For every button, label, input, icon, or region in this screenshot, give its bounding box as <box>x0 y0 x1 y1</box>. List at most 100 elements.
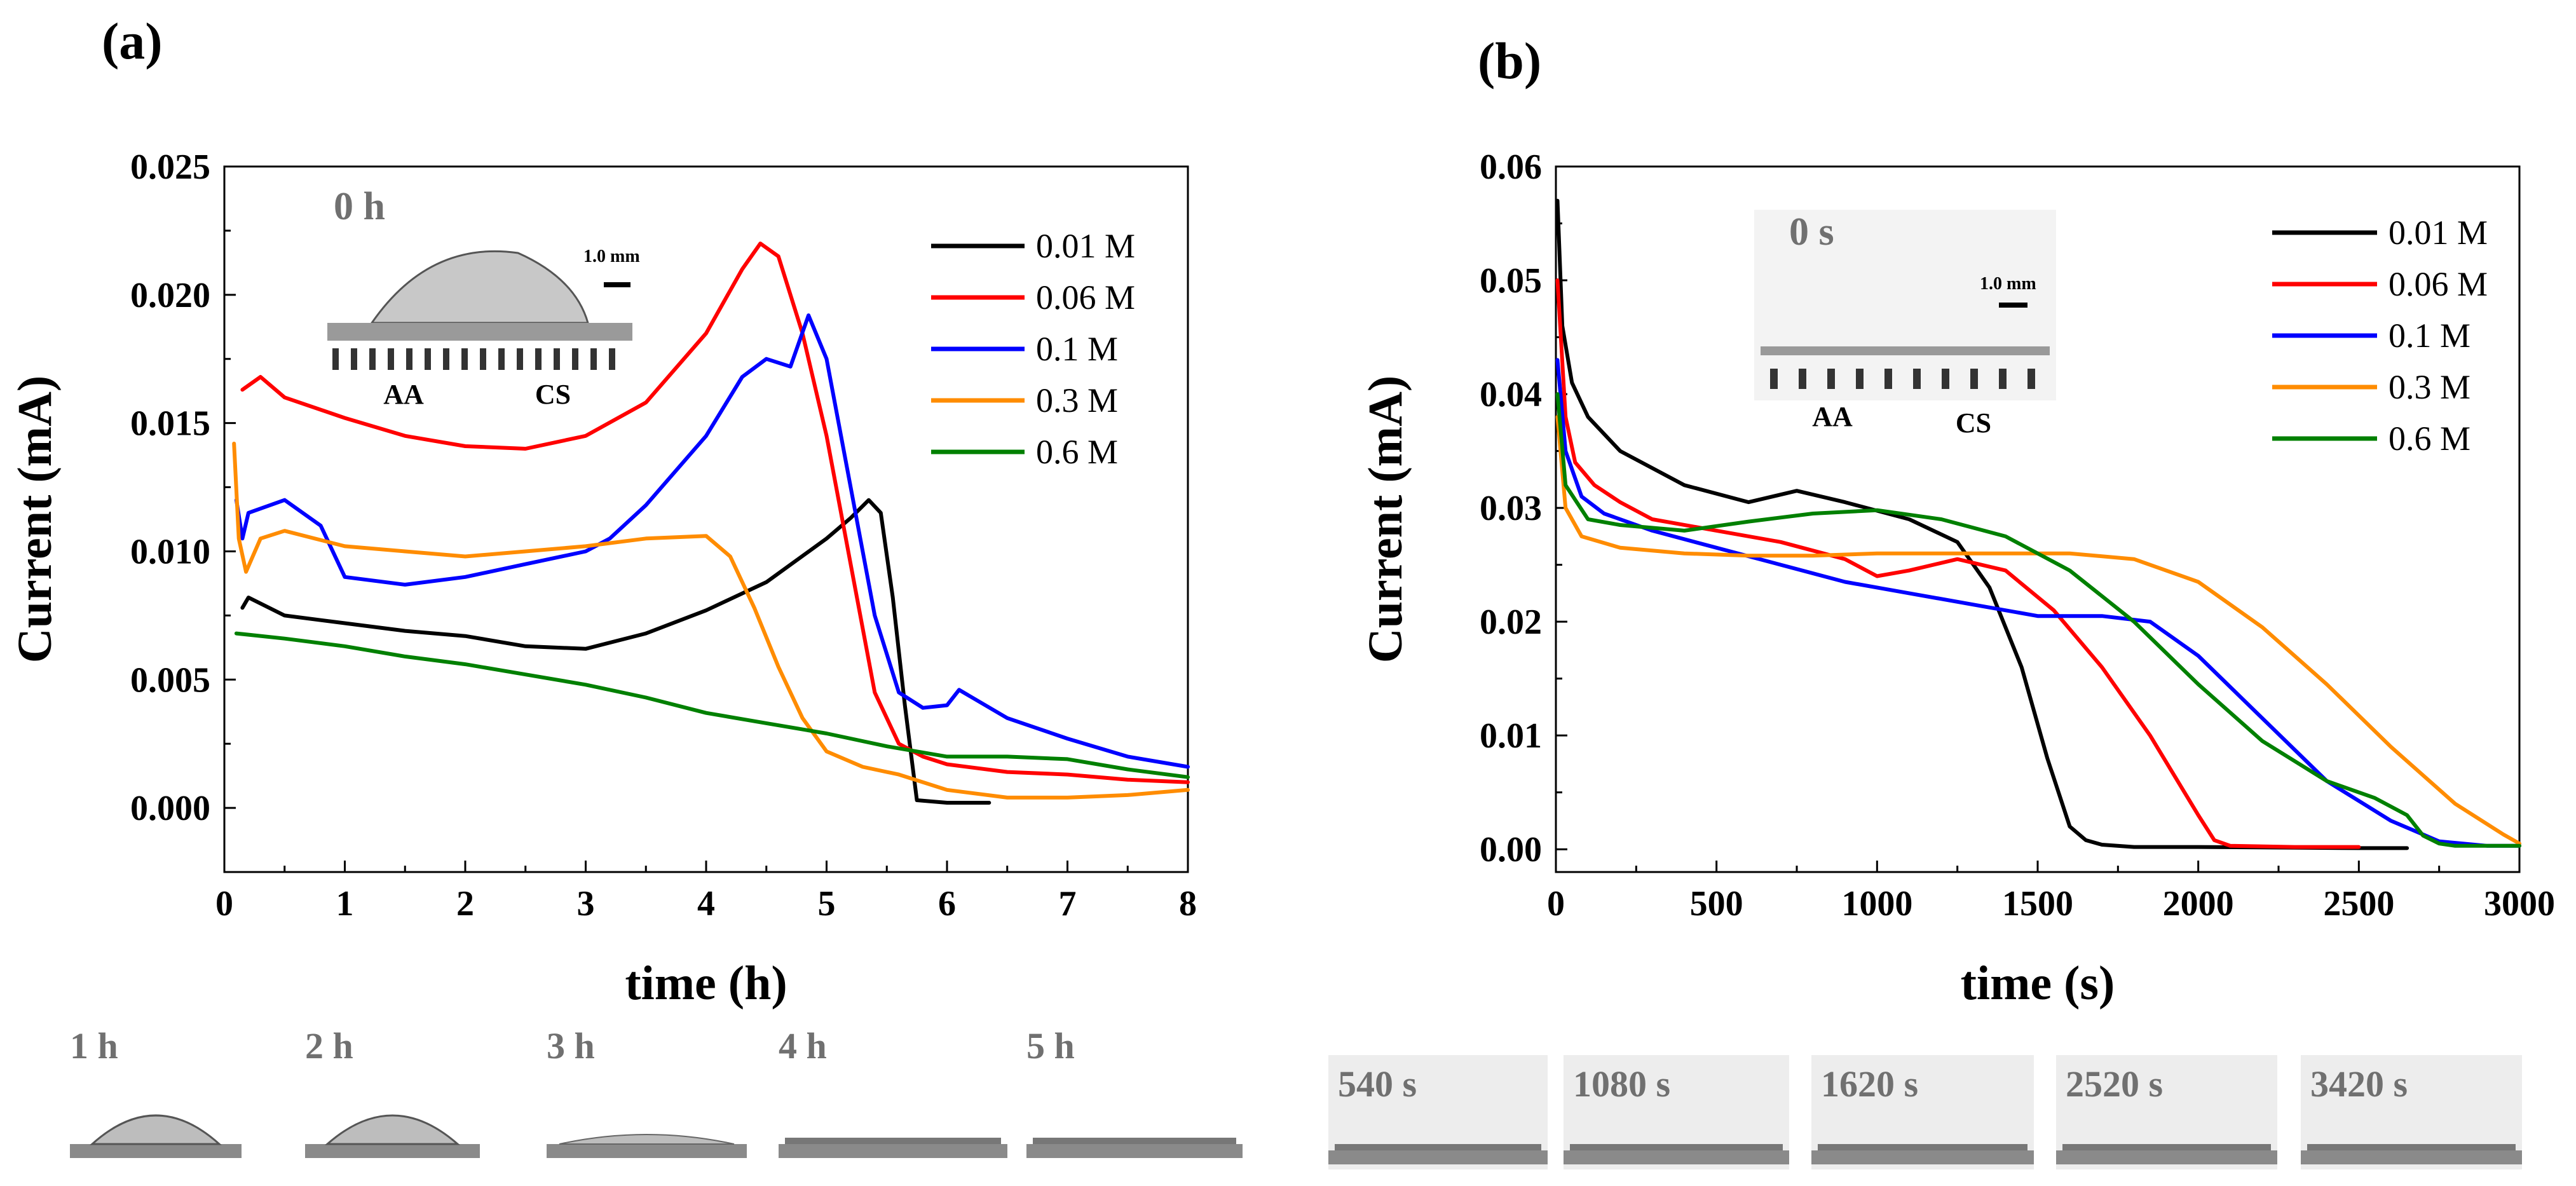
panel-b-x-tick-label: 500 <box>1690 884 1743 924</box>
panel-b-y-tick-label: 0.02 <box>1480 603 1542 642</box>
panel-b-legend: 0.01 M 0.06 M 0.1 M 0.3 M 0.6 M <box>2272 214 2488 458</box>
panel-b-photo-film <box>2062 1144 2271 1150</box>
panel-b-inset-electrode <box>1942 369 1949 389</box>
panel-b-x-axis-label: time (s) <box>1961 957 2115 1010</box>
panel-b-series-line-06 <box>1555 392 2521 848</box>
panel-b-inset-electrode <box>1913 369 1921 389</box>
panel-a-photo-time-label: 2 h <box>305 1025 353 1067</box>
panel-b-inset-label-cs: CS <box>1956 407 1991 439</box>
panel-a-label: (a) <box>102 12 163 70</box>
panel-a-photo-0: 1 h <box>70 1025 242 1163</box>
panel-a-x-tick-label: 2 <box>456 884 474 924</box>
panel-b-photo-time-label: 1080 s <box>1573 1063 1670 1105</box>
panel-b-inset-photo: 0 s 1.0 mm AA CS <box>1754 210 2056 439</box>
panel-a-photo-3: 4 h <box>779 1025 1007 1163</box>
panel-a-chart: (a) 0 1 2 3 4 5 6 7 8 0.000 0.005 0.010 0.015 0.020 0.0… <box>8 12 1243 1163</box>
panel-a-series-line-006 <box>240 242 1190 784</box>
panel-b-series-line-03 <box>1555 414 2521 846</box>
panel-a-x-tick-label: 0 <box>215 884 233 924</box>
panel-a-inset-electrode <box>406 348 412 370</box>
panel-b-y-tick-label: 0.01 <box>1480 716 1542 756</box>
panel-b-legend-label: 0.3 M <box>2389 368 2470 406</box>
panel-a-inset-electrode <box>443 348 449 370</box>
panel-b-inset-electrode <box>1999 369 2007 389</box>
panel-a-x-tick-label: 5 <box>818 884 836 924</box>
panel-a-inset-electrode <box>369 348 376 370</box>
panel-b-x-tick-label: 2000 <box>2163 884 2234 924</box>
panel-b-x-tick-label: 1500 <box>2002 884 2073 924</box>
panel-b-photo-substrate <box>2301 1150 2522 1164</box>
panel-b-y-tick-label: 0.04 <box>1480 375 1542 414</box>
panel-a-photo-4: 5 h <box>1026 1025 1243 1163</box>
panel-a-inset-electrode <box>388 348 394 370</box>
panel-b-photo-time-label: 2520 s <box>2066 1063 2163 1105</box>
panel-b-chart: (b) 0 500 1000 1500 2000 2500 3000 0.00 0.01 0.02 0… <box>1328 32 2555 1169</box>
panel-a-inset-electrode <box>480 348 486 370</box>
panel-a-inset-substrate <box>327 323 632 341</box>
panel-b-photo-1: 1080 s <box>1564 1055 1789 1169</box>
panel-b-photo-3: 2520 s <box>2056 1055 2277 1169</box>
panel-a-inset-electrode <box>535 348 542 370</box>
panel-a-inset-label-aa: AA <box>383 379 424 410</box>
panel-b-inset-electrode <box>1827 369 1835 389</box>
panel-a-inset-electrode <box>461 348 468 370</box>
panel-a-inset-electrode <box>609 348 615 370</box>
panel-b-photo-substrate <box>1811 1150 2034 1164</box>
panel-a-series-line-01 <box>234 313 1190 769</box>
panel-a-series-line-001 <box>240 498 992 805</box>
panel-a-inset-electrode <box>498 348 505 370</box>
panel-a-photo-droplet <box>90 1114 222 1145</box>
panel-b-inset-electrode <box>1799 369 1806 389</box>
panel-a-photo-time-label: 1 h <box>70 1025 118 1067</box>
panel-a-y-tick-label: 0.010 <box>130 532 210 571</box>
panel-a-legend-label: 0.3 M <box>1036 381 1118 419</box>
panel-b-x-tick-label: 2500 <box>2323 884 2394 924</box>
panel-a-photo-time-label: 3 h <box>547 1025 595 1067</box>
panel-b-photo-strip: 540 s 1080 s 1620 s 2520 s 3420 s <box>1328 1055 2522 1169</box>
panel-a-y-tick-label: 0.005 <box>130 660 210 700</box>
panel-a-inset-electrode <box>517 348 523 370</box>
panel-b-photo-substrate <box>1564 1150 1789 1164</box>
panel-b-photo-time-label: 3420 s <box>2310 1063 2408 1105</box>
panel-a-photo-time-label: 4 h <box>779 1025 827 1067</box>
panel-a-inset-photo: 0 h 1.0 mm AA CS <box>327 185 640 410</box>
panel-b-inset-electrode <box>2027 369 2035 389</box>
panel-b-inset-label-aa: AA <box>1812 401 1853 432</box>
panel-b-photo-film <box>1818 1144 2027 1150</box>
panel-b-photo-time-label: 540 s <box>1338 1063 1417 1105</box>
panel-b-x-tick-label: 3000 <box>2484 884 2555 924</box>
panel-b-inset-scale-label: 1.0 mm <box>1980 274 2036 294</box>
panel-a-inset-scale-label: 1.0 mm <box>583 247 640 266</box>
panel-b-legend-label: 0.06 M <box>2389 265 2488 303</box>
panel-b-y-tick-label: 0.05 <box>1480 261 1542 301</box>
panel-a-photo-droplet <box>559 1134 735 1145</box>
panel-a-legend-label: 0.01 M <box>1036 227 1135 265</box>
panel-b-x-tick-label: 0 <box>1547 884 1565 924</box>
panel-b-x-tick-label: 1000 <box>1841 884 1912 924</box>
panel-a-x-tick-label: 8 <box>1179 884 1197 924</box>
panel-b-legend-label: 0.1 M <box>2389 317 2470 355</box>
panel-b-inset-electrode <box>1970 369 1978 389</box>
panel-b-inset-electrode <box>1856 369 1864 389</box>
panel-a-inset-electrode <box>351 348 357 370</box>
panel-a-inset-electrode <box>425 348 431 370</box>
panel-a-x-tick-label: 3 <box>577 884 595 924</box>
panel-a-series-line-03 <box>232 441 1190 800</box>
panel-b-inset-time-label: 0 s <box>1789 210 1834 254</box>
panel-a-y-tick-label: 0.015 <box>130 404 210 444</box>
panel-a-legend-label: 0.1 M <box>1036 330 1118 368</box>
panel-a-photo-droplet <box>325 1114 460 1145</box>
panel-b-label: (b) <box>1478 32 1541 90</box>
panel-a-photo-time-label: 5 h <box>1026 1025 1075 1067</box>
panel-b-photo-substrate <box>2056 1150 2277 1164</box>
panel-b-inset-electrode <box>1884 369 1892 389</box>
panel-a-x-tick-label: 6 <box>938 884 956 924</box>
panel-a-series-line-06 <box>234 631 1190 779</box>
panel-a-photo-1: 2 h <box>305 1025 480 1163</box>
panel-b-photo-time-label: 1620 s <box>1821 1063 1918 1105</box>
panel-b-photo-film <box>1570 1144 1783 1150</box>
panel-a-inset-label-cs: CS <box>535 379 571 410</box>
panel-a-y-axis-label: Current (mA) <box>8 376 62 663</box>
panel-a-inset-electrode <box>554 348 560 370</box>
